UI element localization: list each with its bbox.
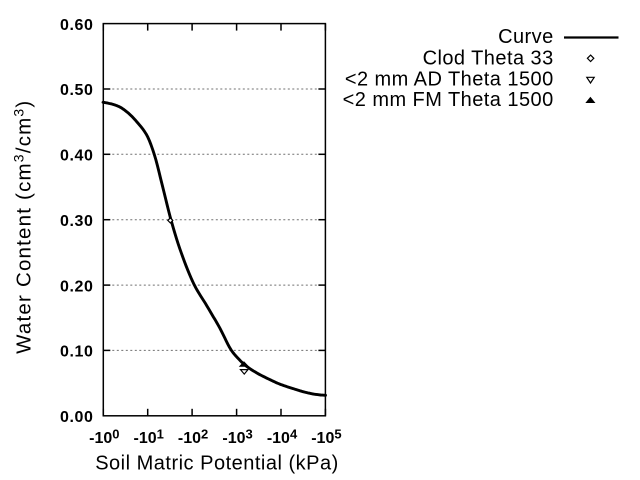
svg-text:<2 mm FM Theta 1500: <2 mm FM Theta 1500 — [343, 89, 554, 111]
svg-text:0.00: 0.00 — [60, 409, 94, 426]
svg-text:0.60: 0.60 — [60, 17, 94, 34]
svg-text:-100: -100 — [89, 426, 119, 447]
svg-text:-103: -103 — [222, 426, 252, 447]
svg-text:-105: -105 — [311, 426, 341, 447]
svg-text:-102: -102 — [178, 426, 208, 447]
svg-text:0.20: 0.20 — [60, 278, 94, 295]
svg-text:Curve: Curve — [498, 26, 554, 48]
svg-text:-101: -101 — [134, 426, 164, 447]
svg-text:Soil Matric Potential (kPa): Soil Matric Potential (kPa) — [95, 453, 339, 475]
svg-text:0.10: 0.10 — [60, 344, 94, 361]
svg-text:0.50: 0.50 — [60, 82, 94, 99]
svg-text:Clod Theta 33: Clod Theta 33 — [423, 47, 554, 69]
svg-text:Water Content (cm3/cm3): Water Content (cm3/cm3) — [11, 100, 36, 354]
svg-text:0.40: 0.40 — [60, 148, 94, 165]
svg-text:0.30: 0.30 — [60, 213, 94, 230]
svg-text:<2 mm AD Theta 1500: <2 mm AD Theta 1500 — [345, 69, 554, 91]
